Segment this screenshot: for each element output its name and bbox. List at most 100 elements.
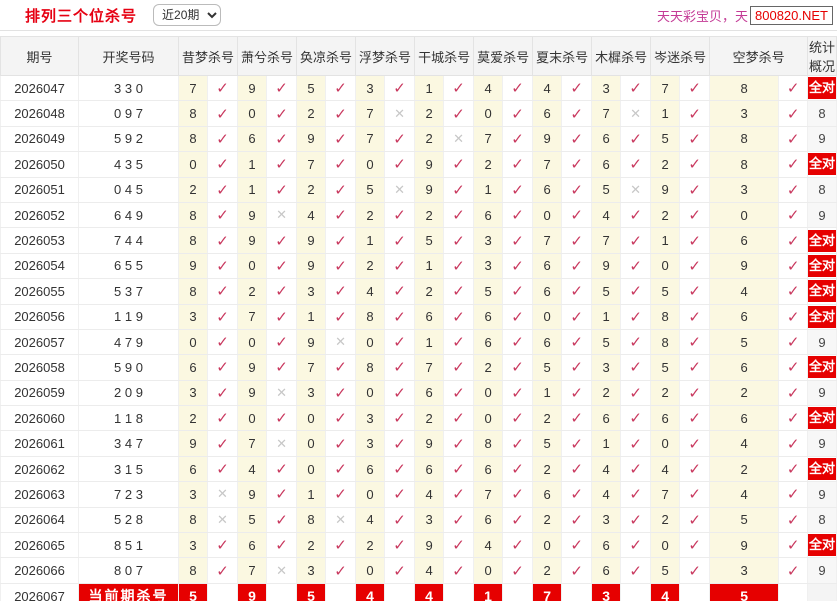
check-icon: ✓ <box>511 257 524 275</box>
check-icon: ✓ <box>216 207 229 225</box>
check-icon: ✓ <box>275 257 288 275</box>
check-icon: ✓ <box>216 257 229 275</box>
check-icon: ✓ <box>511 384 524 402</box>
kill-mark-cell: ✓ <box>502 430 534 457</box>
kill-mark-cell: ✓ <box>620 430 652 457</box>
kill-number-cell: 5 <box>473 278 504 305</box>
kill-number-cell: 6 <box>650 405 681 432</box>
kill-number-cell: 1 <box>650 100 681 127</box>
kill-number-cell: 3 <box>473 227 504 254</box>
kill-number-cell: 5 <box>709 329 780 356</box>
kill-number-cell: 1 <box>355 227 386 254</box>
kill-number-cell: 6 <box>591 532 622 559</box>
kill-mark-cell: ✓ <box>443 329 475 356</box>
current-kill-number-cell: 5 <box>178 583 208 601</box>
check-icon: ✓ <box>452 359 465 377</box>
kill-mark-cell: ✓ <box>561 481 593 508</box>
check-icon: ✓ <box>786 359 800 377</box>
stat-cell: 全对 <box>807 354 837 381</box>
kill-mark-cell: ✓ <box>384 557 416 584</box>
kill-number-cell: 9 <box>296 126 327 153</box>
kill-mark-cell: ✓ <box>561 227 593 254</box>
check-icon: ✓ <box>452 80 465 98</box>
kill-number-cell: 7 <box>296 151 327 178</box>
kill-mark-cell: ✓ <box>620 304 652 330</box>
check-icon: ✓ <box>688 181 701 199</box>
current-kill-number-cell: 5 <box>296 583 327 601</box>
check-icon: ✓ <box>786 181 800 199</box>
kill-mark-cell: ✓ <box>266 126 298 153</box>
col-kill-3: 奂凉杀号 <box>296 36 357 76</box>
kill-mark-cell: ✓ <box>502 278 534 305</box>
check-icon: ✓ <box>688 435 701 453</box>
table-row: 2026054 6 5 5 9 ✓ 0 ✓ 9 ✓ 2 ✓ 1 ✓ 3 ✓ 6 ✓ 9 ✓ 0 ✓ 9 ✓ 全对 <box>0 253 837 280</box>
check-icon: ✓ <box>511 308 524 326</box>
kill-number-cell: 1 <box>532 380 563 407</box>
kill-number-cell: 0 <box>296 405 327 432</box>
check-icon: ✓ <box>570 105 583 123</box>
kill-mark-cell: ✓ <box>384 75 416 102</box>
check-icon: ✓ <box>393 562 406 580</box>
kill-mark-cell: ✓ <box>778 177 809 203</box>
check-icon: ✓ <box>629 283 642 301</box>
current-kill-number-cell: 4 <box>414 583 445 601</box>
kill-number-cell: 9 <box>296 253 327 280</box>
col-kill-7: 夏末杀号 <box>532 36 593 76</box>
kill-number-cell: 0 <box>650 253 681 280</box>
kill-mark-cell: ✓ <box>778 456 809 483</box>
check-icon: ✓ <box>786 334 800 352</box>
kill-mark-cell: ✓ <box>778 405 809 432</box>
check-icon: ✓ <box>334 562 347 580</box>
kill-number-cell: 4 <box>709 278 780 305</box>
stat-cell: 全对 <box>807 456 837 483</box>
kill-mark-cell: ✓ <box>620 557 652 584</box>
check-icon: ✓ <box>688 207 701 225</box>
draw-cell: 7 4 4 <box>78 227 179 254</box>
kill-number-cell: 6 <box>709 304 780 330</box>
check-icon: ✓ <box>216 537 229 555</box>
kill-number-cell: 5 <box>709 507 780 534</box>
topbar-right: 天天彩宝贝，天 800820.NET <box>657 5 837 25</box>
check-icon: ✓ <box>570 257 583 275</box>
kill-number-cell: 5 <box>591 278 622 305</box>
kill-mark-cell: ✓ <box>443 430 475 457</box>
kill-mark-cell: ✓ <box>778 202 809 229</box>
check-icon: ✓ <box>452 410 465 428</box>
range-select[interactable]: 近20期 <box>153 4 222 26</box>
check-icon: ✓ <box>688 232 701 250</box>
kill-number-cell: 6 <box>709 227 780 254</box>
check-icon: ✓ <box>452 486 465 504</box>
check-icon: ✓ <box>216 156 229 174</box>
kill-mark-cell: ✓ <box>561 380 593 407</box>
check-icon: ✓ <box>688 80 701 98</box>
kill-mark-cell: ✓ <box>206 405 239 432</box>
check-icon: ✓ <box>216 359 229 377</box>
kill-mark-cell: ✓ <box>561 177 593 203</box>
kill-mark-cell: ✓ <box>561 354 593 381</box>
period-cell: 2026057 <box>0 329 79 356</box>
kill-mark-cell: ✕ <box>443 126 475 153</box>
kill-mark-cell: ✓ <box>206 126 239 153</box>
kill-number-cell: 8 <box>296 507 327 534</box>
cross-icon: ✕ <box>335 334 346 350</box>
kill-number-cell: 7 <box>414 354 445 381</box>
kill-number-cell: 1 <box>237 177 268 203</box>
kill-mark-cell: ✓ <box>266 354 298 381</box>
check-icon: ✓ <box>275 410 288 428</box>
check-icon: ✓ <box>570 80 583 98</box>
check-icon: ✓ <box>786 435 800 453</box>
draw-cell: 5 9 2 <box>78 126 179 153</box>
current-kill-number-cell: 5 <box>709 583 780 601</box>
kill-mark-cell: ✕ <box>384 100 416 127</box>
kill-mark-cell: ✓ <box>325 126 357 153</box>
check-icon: ✓ <box>334 181 347 199</box>
col-kill-8: 木樨杀号 <box>591 36 652 76</box>
period-cell: 2026067 <box>0 583 79 601</box>
kill-number-cell: 4 <box>296 202 327 229</box>
kill-number-cell: 5 <box>650 354 681 381</box>
check-icon: ✓ <box>570 384 583 402</box>
stat-cell <box>807 583 837 601</box>
kill-number-cell: 8 <box>178 557 208 584</box>
kill-number-cell: 1 <box>237 151 268 178</box>
kill-mark-cell: ✓ <box>502 557 534 584</box>
